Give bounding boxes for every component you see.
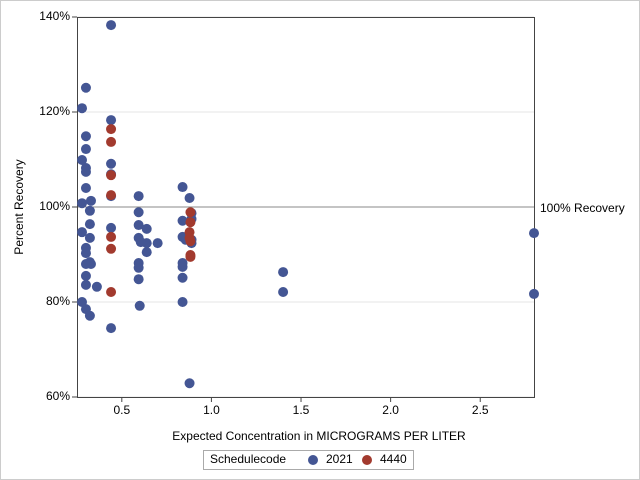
point [80, 166, 91, 177]
legend-label: 4440 [380, 452, 407, 466]
point [106, 231, 117, 242]
point [141, 247, 152, 258]
y-tick-label: 100% [39, 199, 70, 213]
x-tick-label: 1.5 [293, 403, 310, 417]
x-axis-label: Expected Concentration in MICROGRAMS PER… [172, 429, 466, 443]
y-tick-label: 80% [46, 294, 70, 308]
point [106, 222, 117, 233]
point [184, 378, 195, 389]
point [177, 272, 188, 283]
point [141, 223, 152, 234]
point [106, 243, 117, 254]
point [85, 195, 96, 206]
point [80, 144, 91, 155]
plot-frame [77, 17, 535, 398]
point [133, 220, 144, 231]
point [177, 215, 188, 226]
point [106, 323, 117, 334]
x-tick-label: 0.5 [113, 403, 130, 417]
point [133, 207, 144, 218]
y-tick-label: 140% [39, 9, 70, 23]
point [84, 205, 95, 216]
point [77, 103, 88, 114]
point [278, 267, 289, 278]
x-tick-label: 2.5 [472, 403, 489, 417]
reference-label: 100% Recovery [540, 201, 625, 215]
point [106, 158, 117, 169]
point [152, 238, 163, 249]
point [177, 182, 188, 193]
x-tick-label: 2.0 [382, 403, 399, 417]
y-axis-label: Percent Recovery [12, 159, 26, 254]
point [177, 261, 188, 272]
point [134, 300, 145, 311]
point [106, 136, 117, 147]
point [529, 228, 539, 239]
legend-box [203, 450, 414, 470]
legend-marker [362, 455, 372, 465]
point [185, 251, 196, 262]
point [80, 248, 91, 259]
point [91, 281, 102, 292]
point [185, 236, 196, 247]
point [106, 124, 117, 135]
point [80, 279, 91, 290]
point [133, 274, 144, 285]
point [84, 232, 95, 243]
point [529, 288, 539, 299]
legend-title: Schedulecode [210, 452, 286, 466]
point [77, 227, 88, 238]
point [80, 82, 91, 93]
point [184, 192, 195, 203]
point [141, 238, 152, 249]
legend-label: 2021 [326, 452, 353, 466]
x-tick-label: 1.0 [203, 403, 220, 417]
point [106, 115, 117, 126]
point [278, 287, 289, 298]
point [133, 191, 144, 202]
legend-marker [308, 455, 318, 465]
y-tick-label: 120% [39, 104, 70, 118]
point [85, 259, 96, 269]
point [133, 262, 144, 273]
point [106, 20, 117, 31]
point [106, 287, 117, 298]
point [106, 170, 117, 181]
point [80, 270, 91, 281]
point [77, 198, 88, 209]
point [106, 190, 117, 201]
point [80, 131, 91, 142]
point [77, 154, 88, 165]
point [185, 217, 196, 228]
point [185, 207, 196, 218]
y-tick-label: 60% [46, 389, 70, 403]
point [84, 219, 95, 230]
point [80, 183, 91, 193]
point [84, 310, 95, 321]
point [177, 297, 188, 307]
